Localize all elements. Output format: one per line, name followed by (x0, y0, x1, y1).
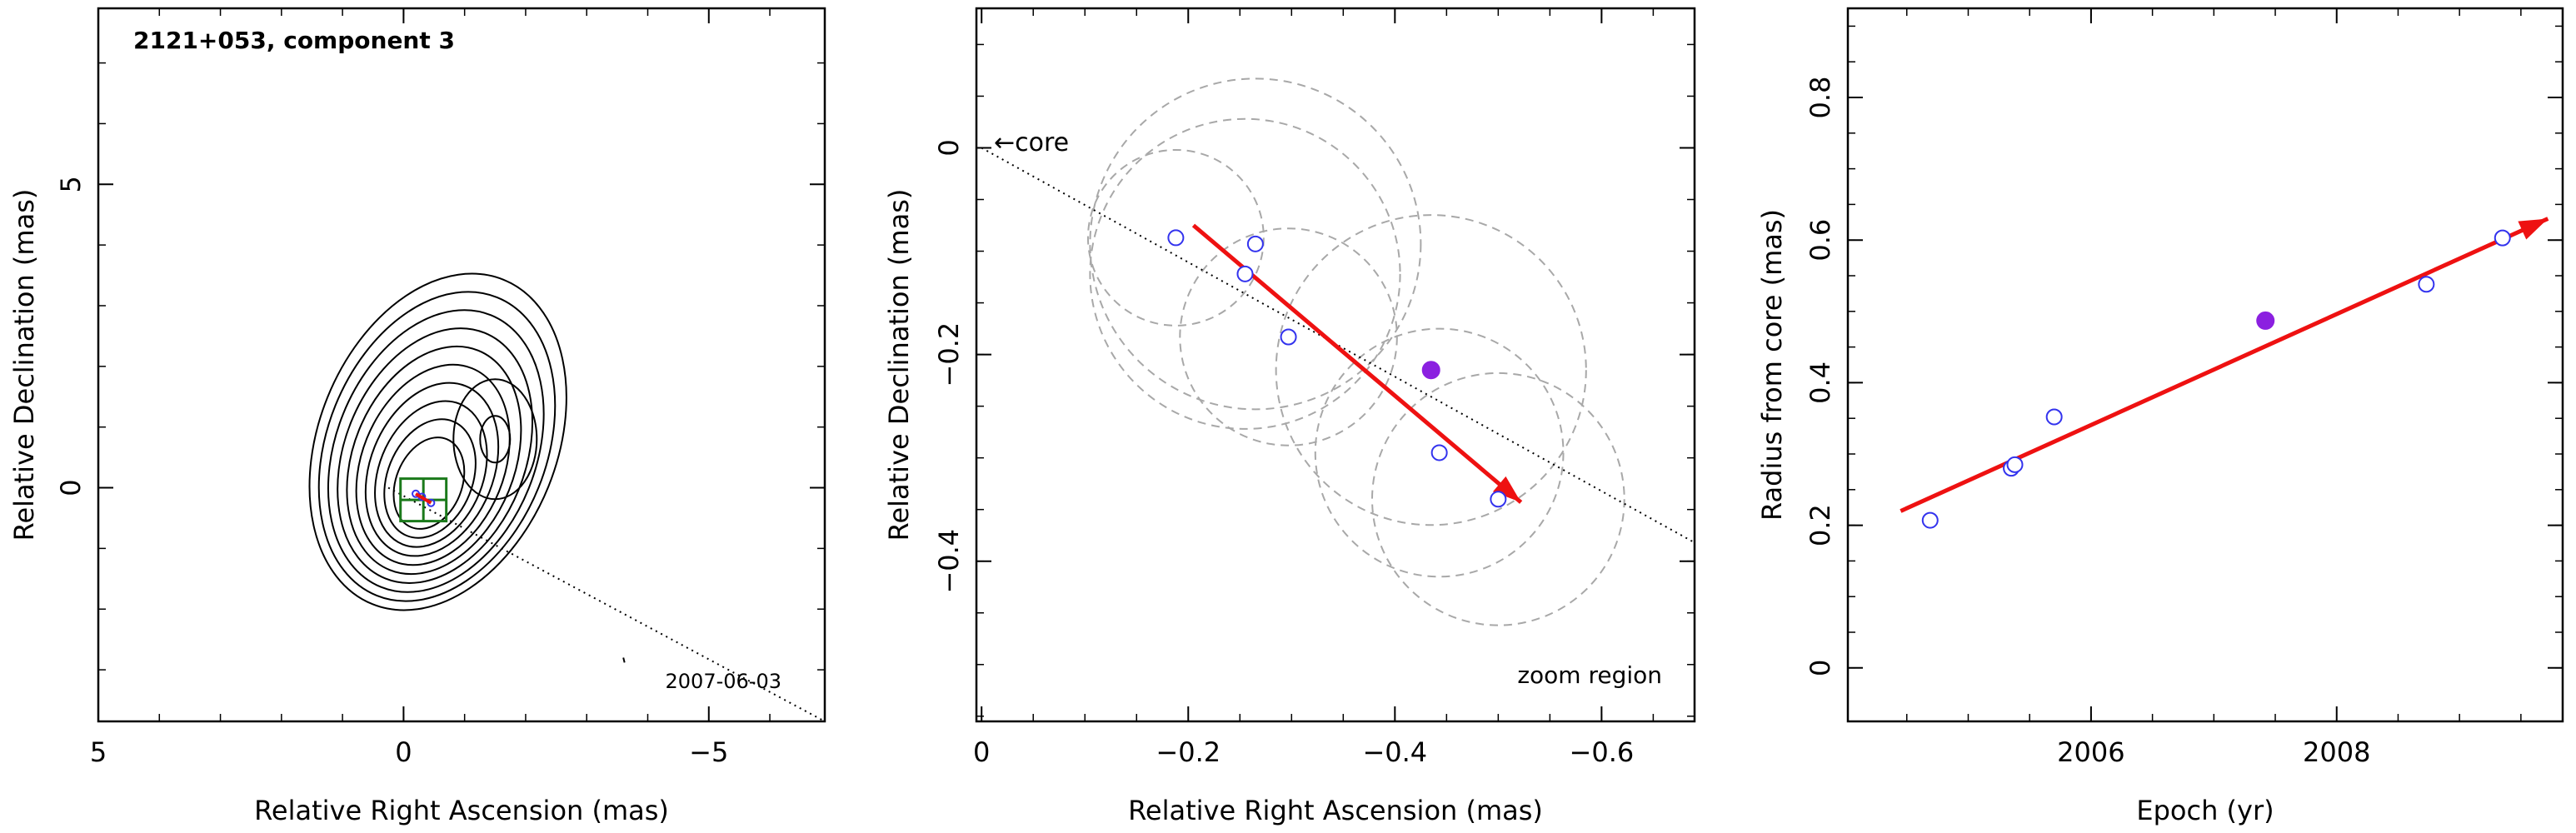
contour-level (308, 272, 567, 611)
y-axis-label: Relative Declination (mas) (883, 189, 915, 541)
y-tick-label: −0.2 (933, 322, 965, 387)
y-tick-label: 0 (933, 139, 965, 156)
core-label: ←core (994, 128, 1069, 157)
plot-frame (1846, 7, 2564, 723)
radius-plot-area (1900, 217, 2549, 529)
contour-feature (452, 378, 538, 501)
y-tick-label: −0.4 (933, 529, 965, 594)
component-point (427, 498, 436, 507)
x-tick-label: 0 (395, 736, 412, 768)
y-axis-label: Radius from core (mas) (1756, 209, 1788, 521)
motion-arrow-head (1492, 476, 1521, 502)
size-circle (1089, 77, 1422, 411)
contour-level (383, 418, 477, 539)
x-tick-label: 2008 (2303, 736, 2370, 768)
data-point (1280, 328, 1297, 346)
y-tick-label: 0.4 (1805, 362, 1836, 404)
data-point (2494, 229, 2511, 247)
contour-feature (479, 415, 512, 464)
motion-arrow (415, 492, 432, 505)
panel-radius-vs-epoch: 2006 2008 0 0.2 0.4 0.6 0.8 Epoch (yr) Radius … (1756, 7, 2564, 826)
epoch-label: 2007-06-03 (666, 670, 781, 693)
data-point (1246, 235, 1264, 252)
contour-plot-area (308, 272, 825, 721)
size-circle (1370, 372, 1625, 626)
y-axis-label: Relative Declination (mas) (8, 189, 40, 541)
data-point (1921, 511, 1939, 529)
jet-direction-line (387, 486, 825, 721)
noise-mark (622, 657, 626, 663)
zoom-region-label: zoom region (1517, 661, 1662, 689)
data-point-current-epoch (1421, 361, 1440, 380)
x-tick-label: 2006 (2057, 736, 2124, 768)
x-tick-label: −5 (689, 736, 728, 768)
x-tick-label: −0.2 (1156, 736, 1221, 768)
plot-frame (975, 7, 1696, 723)
panel-contour-map: 5 0 −550 2121+053, component 3 2007-06-03 … (8, 7, 826, 826)
x-tick-label: −0.6 (1570, 736, 1635, 768)
data-point (2418, 276, 2435, 293)
plot-frame (97, 7, 826, 723)
axis-ticks: 2006 2008 0 0.2 0.4 0.6 0.8 (1805, 8, 2563, 768)
contour-level (355, 363, 511, 566)
contour-level (346, 345, 522, 576)
y-tick-label: 0 (1805, 660, 1836, 676)
y-tick-label: 0.2 (1805, 504, 1836, 546)
data-point (1490, 491, 1507, 508)
size-circle (1086, 148, 1265, 327)
fit-arrow (1900, 217, 2549, 513)
axis-ticks: 5 0 −5 5 0 (55, 8, 825, 768)
size-circle (1275, 214, 1587, 526)
contour-level (392, 436, 466, 530)
x-axis-label: Relative Right Ascension (mas) (1128, 795, 1543, 826)
x-axis-label: Relative Right Ascension (mas) (254, 795, 669, 826)
data-point-current-epoch (2256, 311, 2275, 330)
y-tick-label: 0 (55, 479, 87, 496)
y-tick-label: 0.6 (1805, 219, 1836, 262)
x-tick-label: 0 (973, 736, 990, 768)
y-tick-label: 5 (55, 176, 87, 192)
zoom-plot-area (981, 77, 1695, 626)
data-point (1167, 229, 1185, 247)
contour-level (317, 291, 557, 602)
contour-level (337, 327, 534, 584)
contour-level (327, 309, 545, 593)
panel-zoom-region: 0 −0.2 −0.4 −0.6 0 −0.2 −0.4 ←core zoom region… (883, 7, 1696, 826)
chart-title: 2121+053, component 3 (133, 27, 455, 54)
x-tick-label: 5 (90, 736, 107, 768)
x-axis-label: Epoch (yr) (2136, 795, 2274, 826)
data-point (1236, 265, 1254, 282)
data-point (2006, 456, 2024, 473)
fit-arrow-head (2518, 218, 2549, 240)
size-circle (1314, 327, 1565, 578)
x-tick-label: −0.4 (1362, 736, 1427, 768)
y-tick-label: 0.8 (1805, 77, 1836, 119)
size-circle (1089, 117, 1401, 430)
contour-level (374, 400, 488, 548)
data-point (2045, 408, 2063, 426)
axis-ticks: 0 −0.2 −0.4 −0.6 0 −0.2 −0.4 (933, 8, 1695, 768)
contour-level (364, 382, 500, 557)
data-point (1430, 444, 1448, 461)
